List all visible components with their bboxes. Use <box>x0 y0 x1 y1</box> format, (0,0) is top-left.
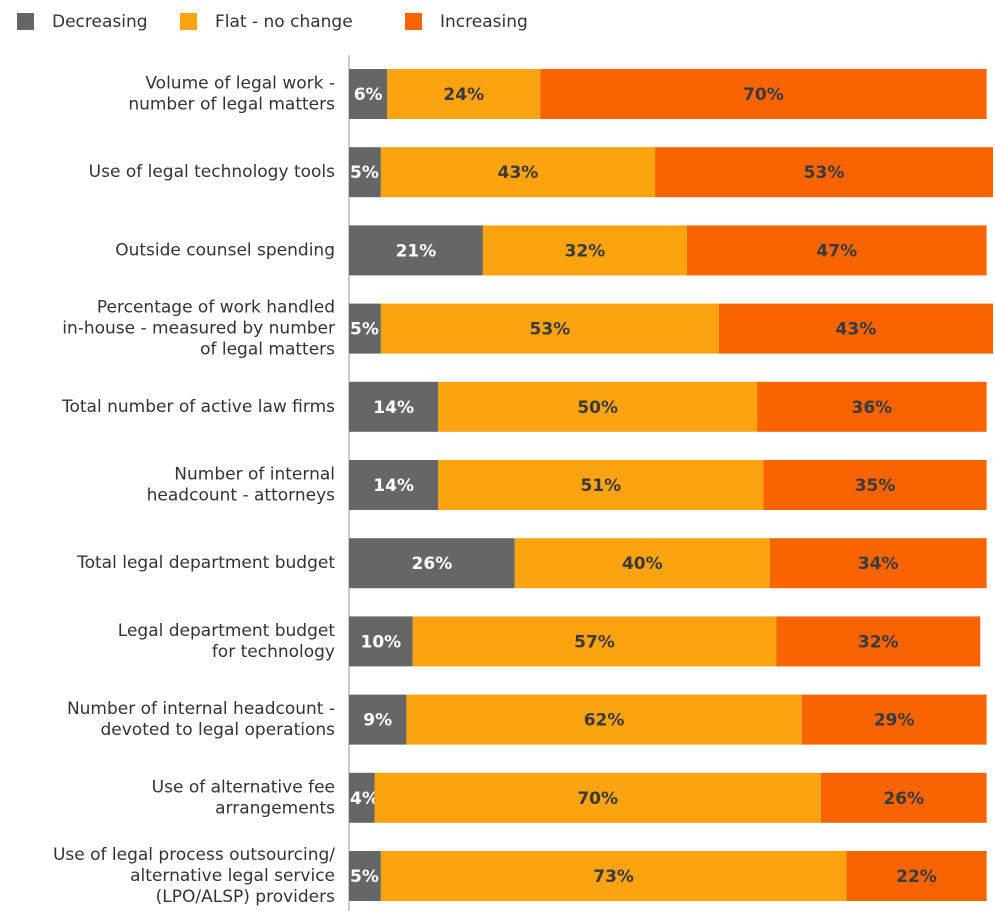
value-label: 26% <box>883 789 924 809</box>
y-tick-label: in-house - measured by number <box>62 319 335 339</box>
value-label: 14% <box>373 398 414 418</box>
bar-segment <box>380 303 719 354</box>
legend-label: Flat - no change <box>215 12 353 32</box>
legend-label: Decreasing <box>52 12 148 32</box>
legend-label: Increasing <box>440 12 528 32</box>
y-tick-label: Outside counsel spending <box>115 240 335 260</box>
y-tick-label: headcount - attorneys <box>147 486 335 506</box>
bar-segment <box>514 538 770 589</box>
y-tick-label: alternative legal service <box>130 866 335 886</box>
bar-segment <box>387 69 541 119</box>
bar-segment <box>776 616 981 667</box>
value-label: 40% <box>622 554 663 574</box>
bar-segment <box>718 303 993 354</box>
bar-segment <box>686 225 987 276</box>
y-tick-label: Total legal department budget <box>76 553 335 573</box>
bar-segment <box>349 69 388 119</box>
y-tick-label: Use of alternative fee <box>152 777 335 797</box>
bar-segment <box>349 538 515 589</box>
bar-segment <box>406 694 802 745</box>
value-label: 70% <box>577 789 618 809</box>
bar-segment <box>482 225 687 276</box>
y-tick-label: Use of legal technology tools <box>89 162 335 182</box>
bar-segment <box>349 772 375 823</box>
bar-segment <box>374 772 821 823</box>
value-label: 22% <box>896 867 937 887</box>
value-label: 24% <box>443 85 484 105</box>
value-label: 32% <box>858 632 899 652</box>
y-tick-label: Number of internal <box>174 465 335 485</box>
legend-swatch <box>405 13 422 30</box>
value-label: 62% <box>584 711 625 731</box>
value-label: 53% <box>804 163 845 183</box>
bar-segment <box>349 851 381 901</box>
bar-segment <box>349 381 439 432</box>
value-label: 10% <box>361 632 402 652</box>
y-tick-label: Total number of active law firms <box>61 397 335 417</box>
y-tick-label: devoted to legal operations <box>101 720 336 740</box>
value-label: 5% <box>350 320 379 340</box>
bar-segment <box>438 381 758 432</box>
bar-segment <box>801 694 987 745</box>
value-label: 34% <box>858 554 899 574</box>
value-label: 4% <box>350 789 379 809</box>
value-label: 14% <box>373 476 414 496</box>
value-label: 47% <box>816 241 857 261</box>
bar-segment <box>757 381 987 432</box>
bar-segment <box>438 460 764 510</box>
value-label: 36% <box>851 398 892 418</box>
bar-segment <box>412 616 777 667</box>
bar-segment <box>763 460 987 510</box>
value-label: 29% <box>874 711 915 731</box>
y-tick-label: Volume of legal work - <box>145 74 335 94</box>
bar-segment <box>349 225 483 276</box>
value-label: 5% <box>350 163 379 183</box>
y-tick-label: number of legal matters <box>128 95 335 115</box>
y-tick-label: Percentage of work handled <box>97 298 335 318</box>
y-tick-label: of legal matters <box>200 340 335 360</box>
value-label: 53% <box>529 320 570 340</box>
y-tick-label: Number of internal headcount - <box>67 699 335 719</box>
y-tick-label: Legal department budget <box>118 621 336 641</box>
bar-segment <box>349 460 439 510</box>
value-label: 73% <box>593 867 634 887</box>
value-label: 43% <box>836 320 877 340</box>
value-label: 51% <box>581 476 622 496</box>
bar-segment <box>820 772 987 823</box>
bar-segment <box>380 851 847 901</box>
value-label: 32% <box>565 241 606 261</box>
value-label: 21% <box>396 241 437 261</box>
bar-segment <box>380 147 656 198</box>
y-tick-label: arrangements <box>215 798 335 818</box>
bar-segment <box>655 147 993 198</box>
bar-segment <box>349 147 381 198</box>
bar-segment <box>349 303 381 354</box>
y-tick-label: for technology <box>212 642 335 662</box>
value-label: 9% <box>363 711 392 731</box>
value-label: 57% <box>574 632 615 652</box>
y-tick-label: (LPO/ALSP) providers <box>156 887 335 907</box>
value-label: 70% <box>743 85 784 105</box>
bar-segment <box>769 538 987 589</box>
y-tick-label: Use of legal process outsourcing/ <box>53 845 335 865</box>
value-label: 5% <box>350 867 379 887</box>
value-label: 6% <box>354 85 383 105</box>
bar-segment <box>349 694 407 745</box>
bar-segment <box>540 69 987 119</box>
bar-segment <box>846 851 987 901</box>
bar-segment <box>349 616 413 667</box>
legend-swatch <box>17 13 34 30</box>
legend-swatch <box>180 13 197 30</box>
value-label: 35% <box>855 476 896 496</box>
value-label: 43% <box>498 163 539 183</box>
value-label: 26% <box>412 554 453 574</box>
value-label: 50% <box>577 398 618 418</box>
